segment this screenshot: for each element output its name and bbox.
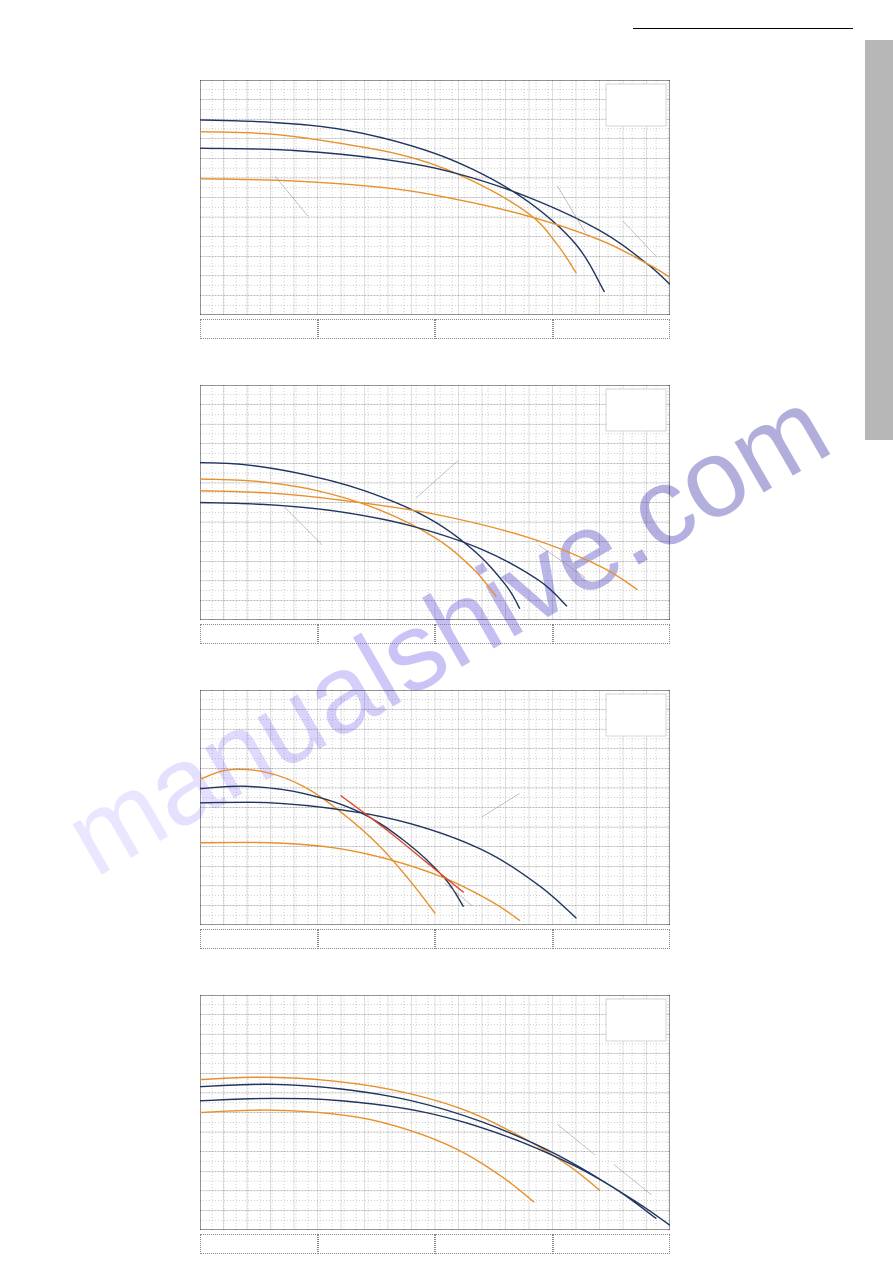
chart4 — [200, 995, 670, 1230]
legend-cell-3 — [553, 319, 671, 339]
chart3-legend — [200, 929, 670, 949]
leader-0 — [285, 507, 323, 545]
legend-cell-0 — [200, 319, 318, 339]
chart4-legend — [200, 1234, 670, 1254]
leader-0 — [482, 793, 520, 817]
inset-box — [606, 84, 666, 126]
leader-0 — [275, 176, 308, 216]
leaders — [275, 176, 656, 256]
legend-cell-2 — [435, 929, 553, 949]
grid-major — [200, 80, 670, 315]
legend-cell-3 — [553, 624, 671, 644]
inset-box — [606, 694, 666, 736]
curve-3 — [200, 491, 637, 590]
legend-cell-0 — [200, 929, 318, 949]
chart1 — [200, 80, 670, 315]
leader-1 — [614, 1164, 652, 1195]
grid-major — [200, 995, 670, 1230]
legend-cell-3 — [553, 929, 671, 949]
curve-4 — [341, 796, 463, 892]
legend-cell-0 — [200, 624, 318, 644]
legend-cell-2 — [435, 1234, 553, 1254]
inset-box — [606, 999, 666, 1041]
grid-major — [200, 385, 670, 620]
legend-cell-1 — [318, 319, 436, 339]
chart3-svg — [200, 690, 670, 925]
leaders — [557, 1124, 651, 1195]
chart2 — [200, 385, 670, 620]
chart1-svg — [200, 80, 670, 315]
legend-cell-2 — [435, 624, 553, 644]
legend-cell-1 — [318, 624, 436, 644]
chart1-legend — [200, 319, 670, 339]
legend-cell-2 — [435, 319, 553, 339]
chart2-svg — [200, 385, 670, 620]
chart4-svg — [200, 995, 670, 1230]
chart3 — [200, 690, 670, 925]
curve-0 — [200, 120, 604, 292]
legend-cell-1 — [318, 1234, 436, 1254]
inset-box — [606, 389, 666, 431]
grid-major — [200, 690, 670, 925]
legend-cell-0 — [200, 1234, 318, 1254]
legend-cell-3 — [553, 1234, 671, 1254]
leader-2 — [623, 221, 656, 256]
leader-1 — [416, 460, 458, 498]
legend-cell-1 — [318, 929, 436, 949]
curve-3 — [200, 1110, 534, 1202]
curve-2 — [200, 503, 567, 606]
header-rule — [633, 28, 853, 29]
curve-3 — [200, 842, 520, 920]
section-tab — [865, 40, 893, 440]
curves — [200, 463, 637, 609]
chart2-legend — [200, 624, 670, 644]
